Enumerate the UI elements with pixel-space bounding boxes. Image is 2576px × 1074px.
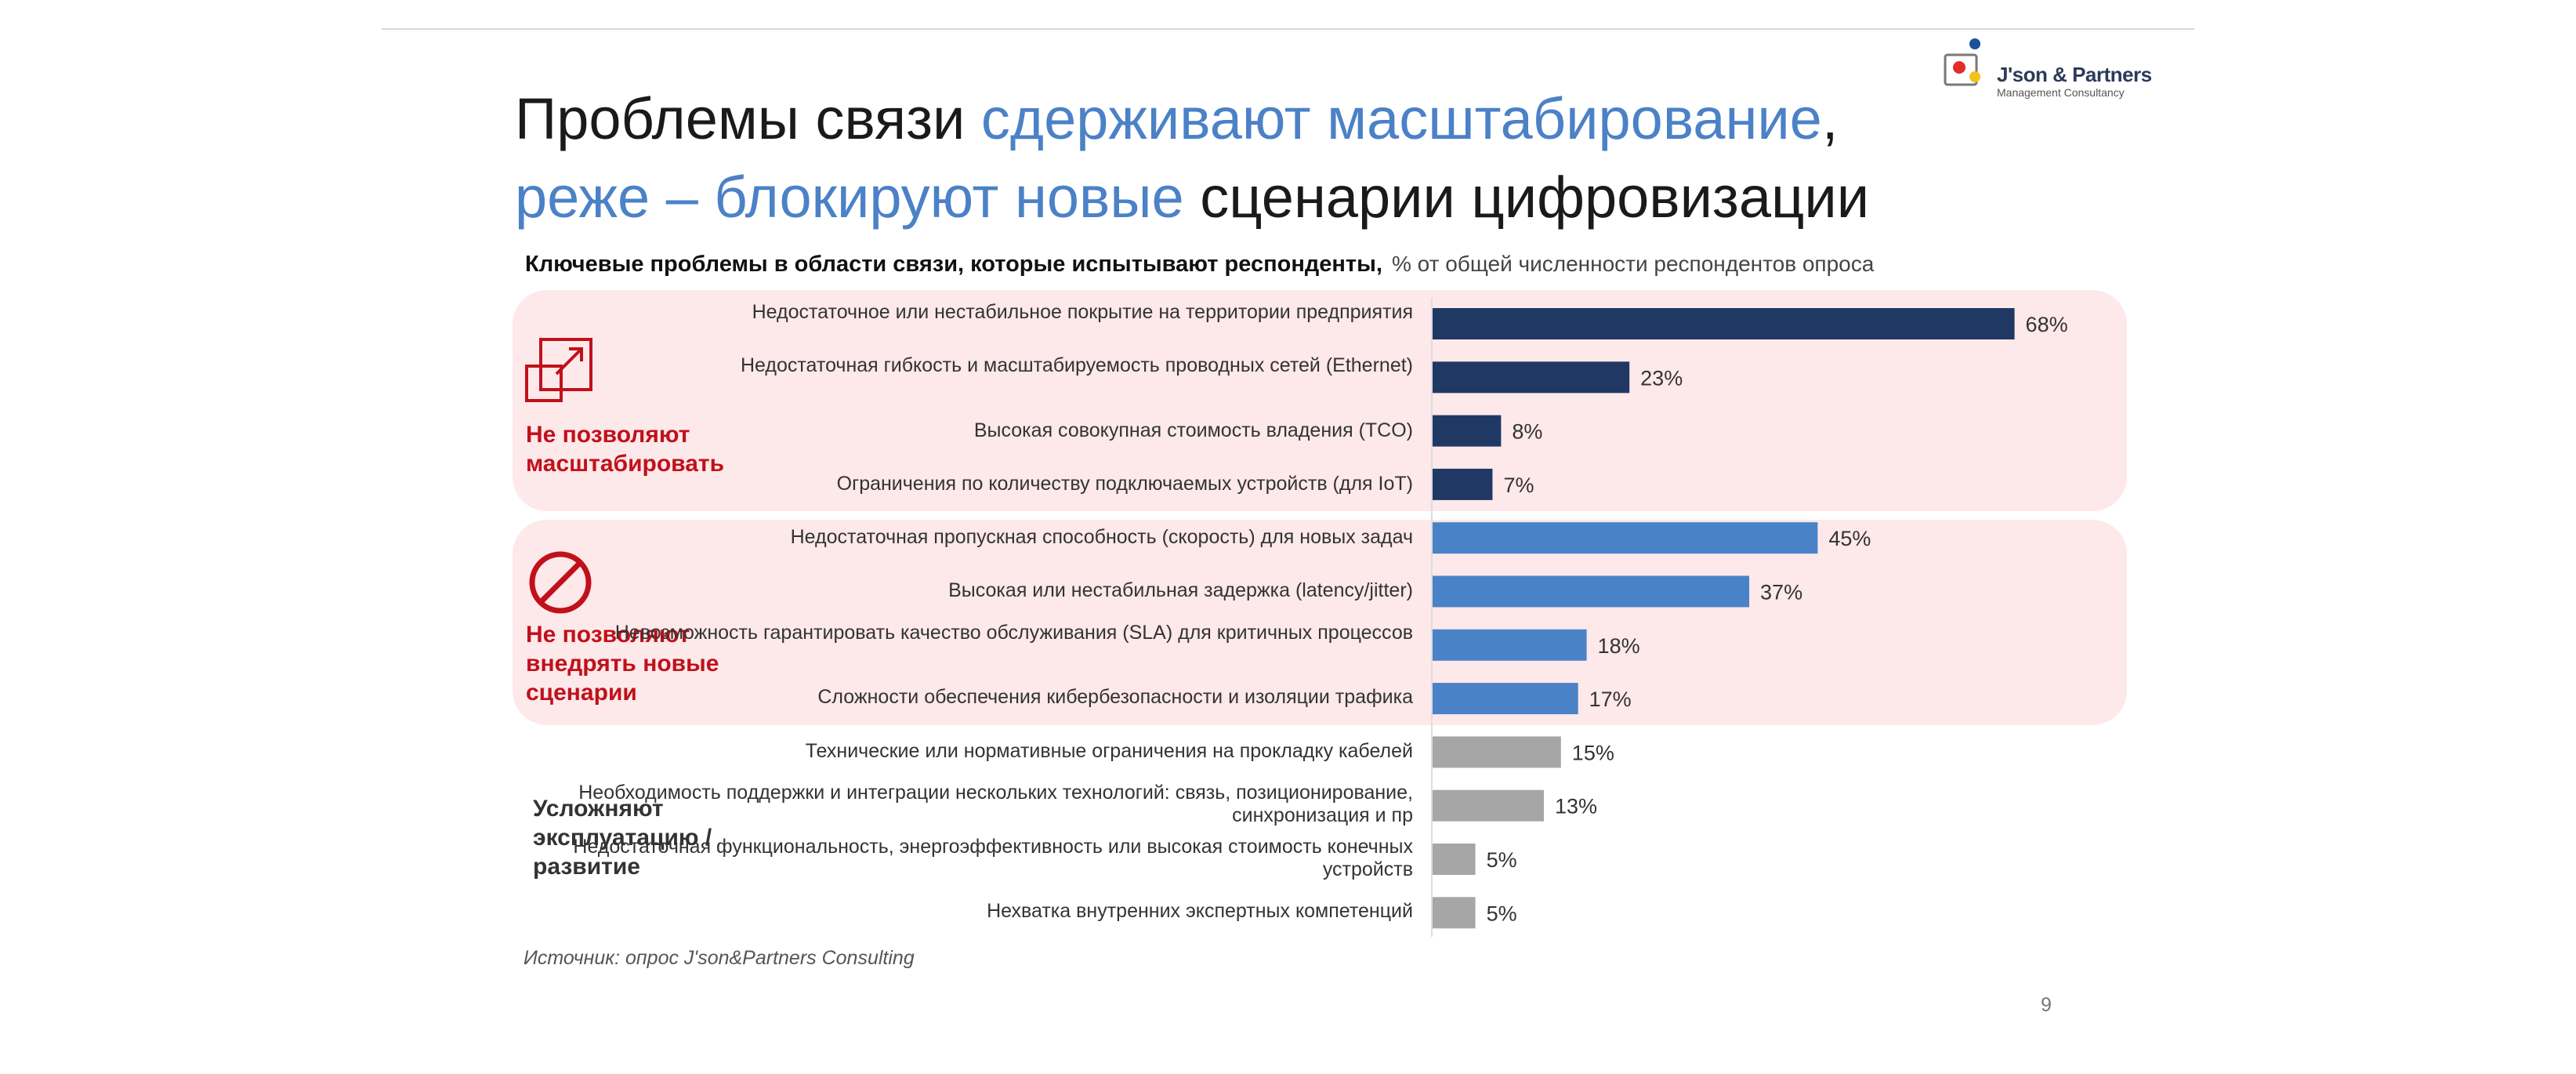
group-background-new-scenarios [513,520,2127,725]
category-label: Недостаточная функциональность, энергоэф… [573,836,1413,880]
source-note: Источник: опрос J'son&Partners Consultin… [524,947,915,969]
page-title: Проблемы связи сдерживают масштабировани… [515,86,1870,230]
chart-title: Ключевые проблемы в области связи, котор… [525,252,1382,277]
bar [1433,789,1544,822]
category-label: Нехватка внутренних экспертных компетенц… [987,900,1413,922]
expand-icon [525,338,592,402]
bar [1433,844,1476,875]
bar [1433,897,1476,929]
bar-value-label: 15% [1572,741,1614,764]
group-label-operations: Усложняют эксплуатацию / развитие [533,796,712,880]
category-label: Сложности обеспечения кибербезопасности … [817,686,1413,708]
bar-value-label: 13% [1555,795,1597,818]
bar-value-label: 5% [1487,848,1517,872]
chart-unit: % от общей численности респондентов опро… [1391,252,1875,276]
top-divider [382,28,2194,30]
category-label: Недостаточное или нестабильное покрытие … [752,301,1413,323]
bar [1433,736,1561,768]
category-label: Ограничения по количеству подключаемых у… [836,473,1413,495]
logo-text: J'son & Partners [1997,63,2152,86]
category-label: Технические или нормативные ограничения … [805,740,1413,762]
category-label: Недостаточная гибкость и масштабируемост… [740,354,1413,376]
category-label: Высокая совокупная стоимость владения (T… [973,419,1413,441]
prohibited-icon [529,551,592,614]
chart-axis [1431,298,1433,937]
category-label: Высокая или нестабильная задержка (laten… [948,579,1413,601]
page-number: 9 [2041,994,2052,1016]
group-label-new-scenarios: Не позволяют внедрять новые сценарии [526,622,719,706]
category-label: Необходимость поддержки и интеграции нес… [578,782,1413,826]
logo-subtitle: Management Consultancy [1997,86,2125,99]
bar-value-label: 5% [1487,902,1517,925]
group-label-scaling: Не позволяют масштабировать [526,422,725,477]
category-label: Недостаточная пропускная способность (ск… [790,526,1413,548]
category-label: Невозможность гарантировать качество обс… [614,622,1413,644]
company-logo [1944,38,1980,86]
chart-subtitle: Ключевые проблемы в области связи, котор… [525,252,1874,278]
